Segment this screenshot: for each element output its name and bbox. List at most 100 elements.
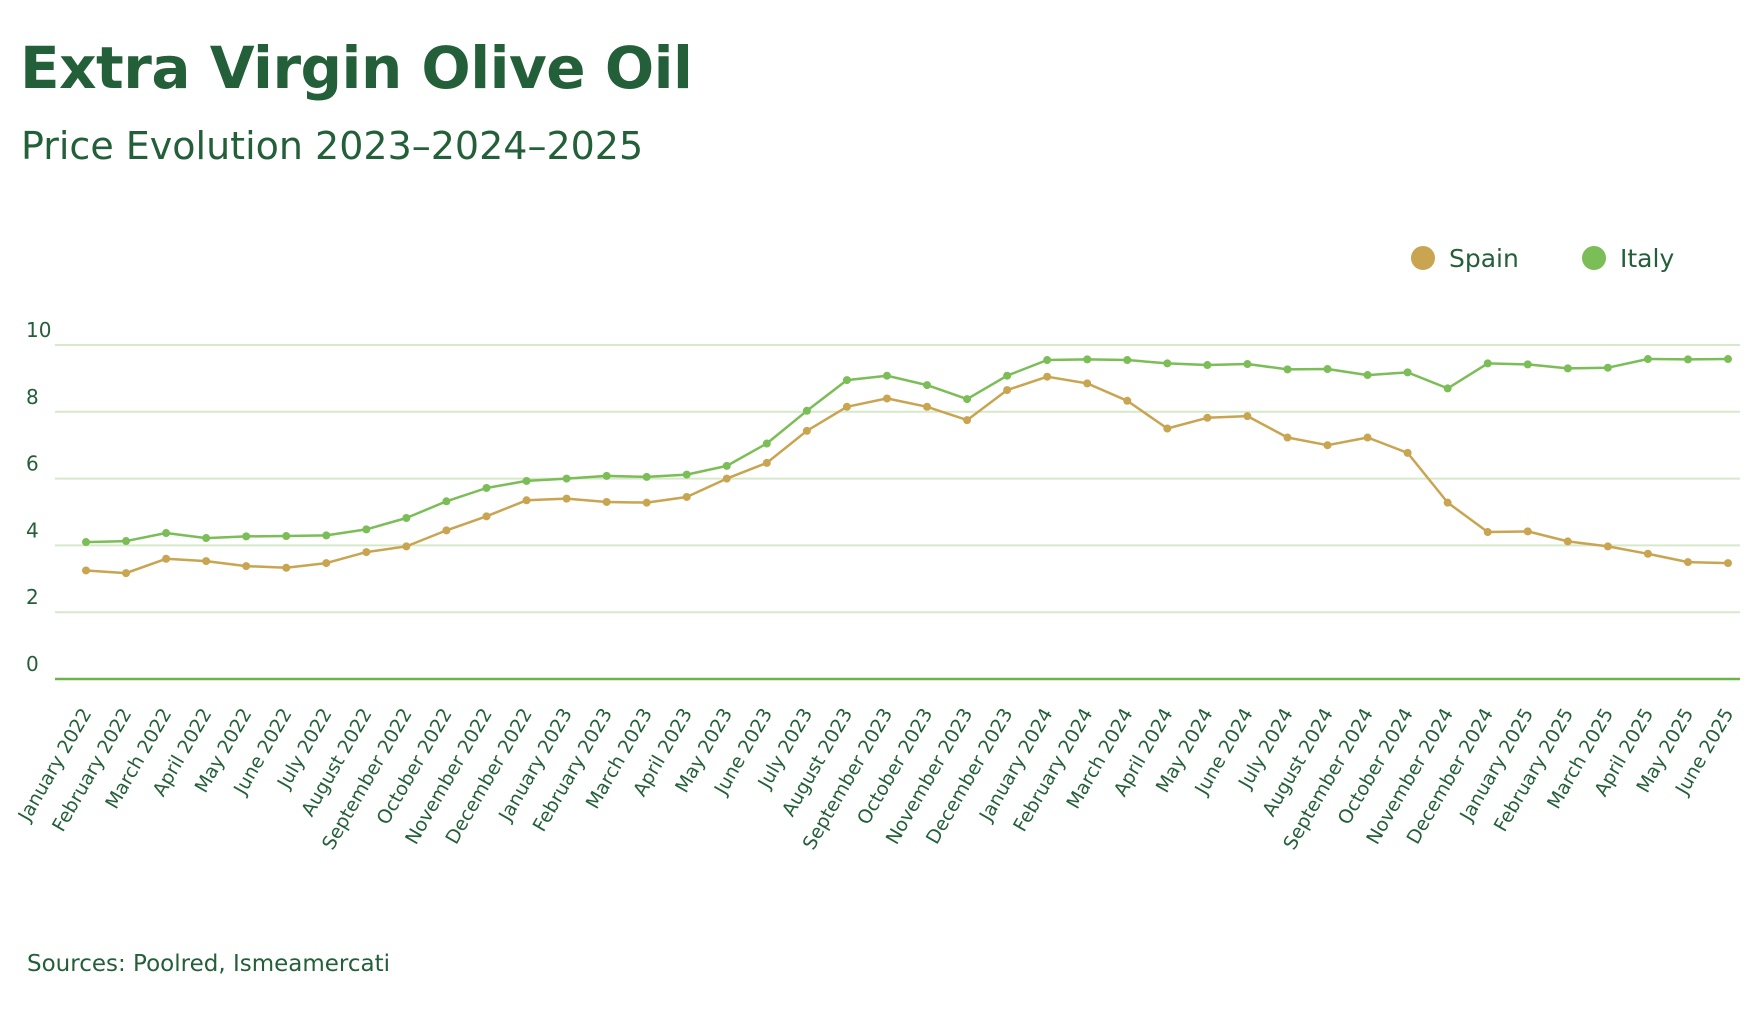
data-point-spain <box>242 562 251 571</box>
data-point-spain <box>1563 537 1572 546</box>
data-point-spain <box>1243 412 1252 421</box>
data-point-italy <box>362 525 371 534</box>
data-point-spain <box>923 402 932 411</box>
data-point-italy <box>882 371 891 380</box>
data-point-italy <box>963 395 972 404</box>
legend-swatch-spain <box>1411 246 1435 270</box>
data-point-spain <box>202 557 211 566</box>
data-point-italy <box>1403 368 1412 377</box>
y-tick-label: 2 <box>26 585 39 609</box>
data-point-italy <box>1323 365 1332 374</box>
data-point-spain <box>1523 527 1532 536</box>
data-point-italy <box>762 439 771 448</box>
data-point-spain <box>282 563 291 572</box>
data-point-spain <box>1323 441 1332 450</box>
data-point-spain <box>1443 498 1452 507</box>
data-point-spain <box>322 559 331 568</box>
data-point-spain <box>82 566 90 575</box>
data-point-italy <box>1203 361 1212 370</box>
series-lines <box>82 355 1732 578</box>
data-point-italy <box>602 471 611 480</box>
data-point-italy <box>1643 355 1652 364</box>
data-point-spain <box>1724 559 1732 568</box>
data-point-italy <box>1123 356 1132 365</box>
data-point-italy <box>162 529 171 538</box>
data-point-spain <box>442 526 451 535</box>
data-point-italy <box>642 472 651 481</box>
data-point-italy <box>802 406 811 415</box>
data-point-italy <box>122 537 131 546</box>
data-point-italy <box>682 470 691 479</box>
source-note: Sources: Poolred, Ismeamercati <box>27 951 391 977</box>
y-tick-label: 6 <box>26 452 39 476</box>
data-point-spain <box>1043 372 1052 381</box>
data-point-italy <box>1083 355 1092 364</box>
y-tick-label: 10 <box>26 318 51 342</box>
data-point-italy <box>282 532 291 541</box>
data-point-italy <box>202 534 211 543</box>
data-point-italy <box>322 531 331 540</box>
data-point-italy <box>722 461 731 470</box>
legend-label-italy: Italy <box>1620 244 1674 273</box>
data-point-italy <box>402 514 411 523</box>
chart-subtitle: Price Evolution 2023–2024–2025 <box>21 124 644 168</box>
data-point-italy <box>482 483 491 492</box>
legend-label-spain: Spain <box>1449 244 1519 273</box>
data-point-spain <box>882 394 891 403</box>
data-point-spain <box>1203 413 1212 422</box>
data-point-spain <box>682 492 691 501</box>
y-tick-label: 4 <box>26 518 39 542</box>
data-point-spain <box>842 402 851 411</box>
data-point-italy <box>522 476 531 485</box>
data-point-italy <box>1724 355 1732 364</box>
data-point-spain <box>1083 379 1092 388</box>
data-point-spain <box>1403 448 1412 457</box>
data-point-italy <box>842 376 851 385</box>
data-point-spain <box>602 497 611 506</box>
data-point-spain <box>642 498 651 507</box>
data-point-italy <box>1563 364 1572 373</box>
data-point-spain <box>522 496 531 505</box>
legend: Spain Italy <box>1411 244 1674 273</box>
data-point-spain <box>482 512 491 521</box>
data-point-italy <box>562 474 571 483</box>
data-point-spain <box>122 569 131 578</box>
chart-title: Extra Virgin Olive Oil <box>20 34 693 102</box>
data-point-italy <box>1243 360 1252 369</box>
data-point-spain <box>1683 558 1692 567</box>
data-point-spain <box>1283 433 1292 442</box>
data-point-italy <box>442 497 451 506</box>
data-point-italy <box>1603 363 1612 372</box>
data-point-spain <box>963 416 972 425</box>
gridlines <box>55 344 1740 681</box>
data-point-spain <box>562 494 571 503</box>
data-point-spain <box>362 548 371 557</box>
data-point-spain <box>1003 386 1012 395</box>
series-line-italy <box>85 357 1729 544</box>
y-axis-ticks: 0 2 4 6 8 10 <box>26 318 51 676</box>
legend-swatch-italy <box>1582 246 1606 270</box>
y-tick-label: 8 <box>26 385 39 409</box>
data-point-italy <box>1163 359 1172 368</box>
series-line-spain <box>85 375 1729 575</box>
data-point-italy <box>1523 360 1532 369</box>
data-point-spain <box>1643 549 1652 558</box>
data-point-spain <box>762 458 771 467</box>
data-point-italy <box>242 532 251 541</box>
data-point-spain <box>1163 424 1172 433</box>
data-point-italy <box>82 538 90 547</box>
data-point-spain <box>162 554 171 563</box>
data-point-spain <box>402 542 411 551</box>
data-point-italy <box>1443 384 1452 393</box>
data-point-spain <box>722 474 731 483</box>
data-point-spain <box>802 426 811 435</box>
y-tick-label: 0 <box>26 652 39 676</box>
data-point-italy <box>1003 371 1012 380</box>
data-point-spain <box>1603 542 1612 551</box>
data-point-italy <box>923 381 932 390</box>
data-point-spain <box>1363 433 1372 442</box>
data-point-spain <box>1123 396 1132 405</box>
data-point-italy <box>1363 371 1372 380</box>
